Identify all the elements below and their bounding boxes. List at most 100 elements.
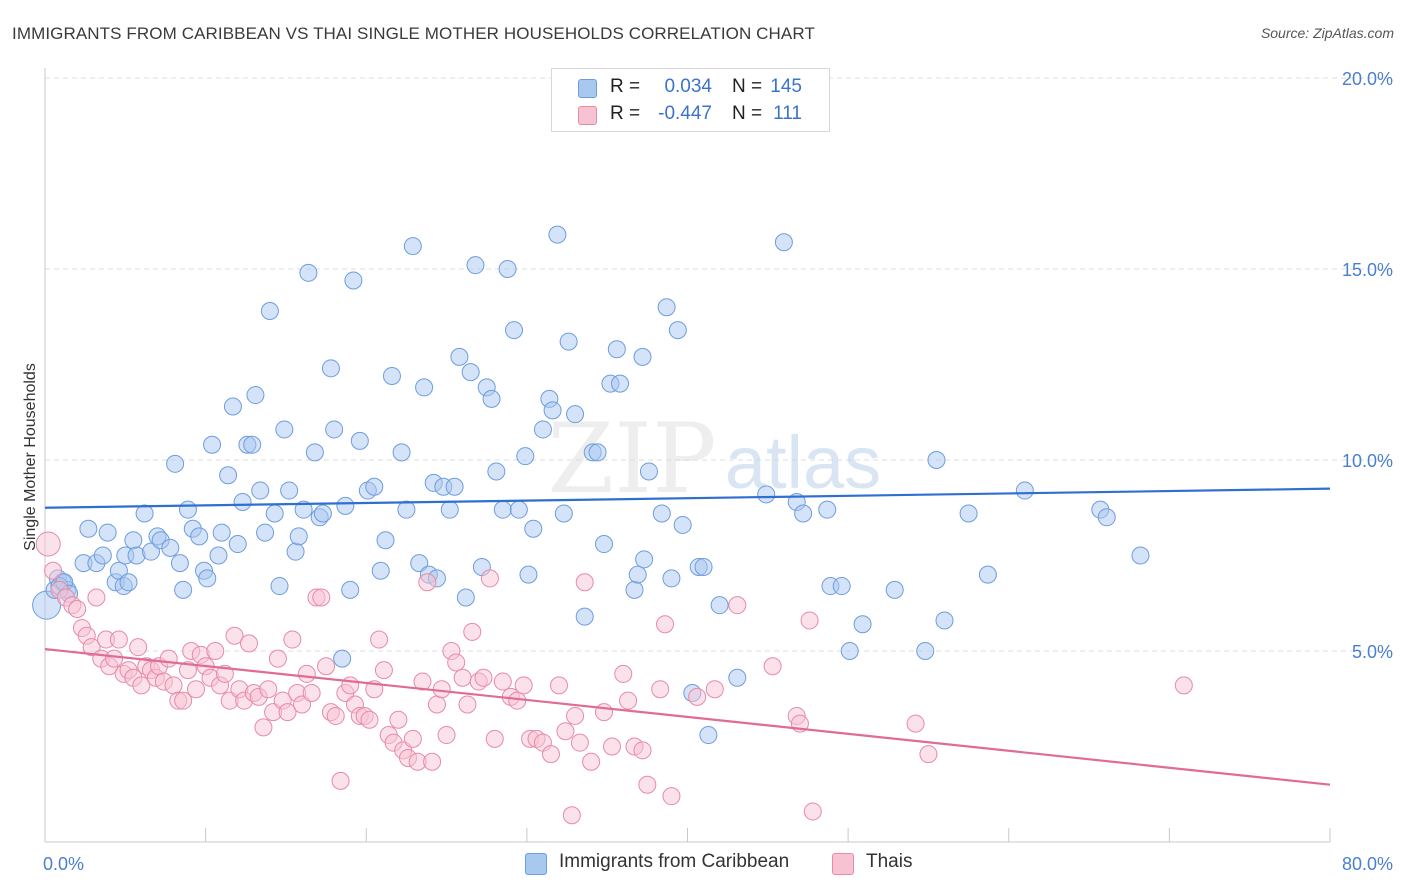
thais-point — [132, 676, 151, 695]
y-tick-label: 15.0% — [1342, 260, 1393, 280]
caribbean-point — [246, 386, 265, 405]
caribbean-point — [403, 237, 422, 256]
thais-point — [268, 649, 287, 668]
caribbean-point — [840, 642, 859, 660]
thais-point — [485, 729, 504, 748]
legend-swatch-thais — [578, 106, 597, 125]
thais-point — [570, 733, 589, 752]
caribbean-point — [607, 340, 626, 359]
caribbean-point — [170, 554, 189, 573]
caribbean-point — [524, 519, 543, 538]
thais-point — [474, 668, 493, 687]
thais-point — [728, 596, 747, 615]
caribbean-point — [594, 535, 613, 554]
thais-point — [423, 752, 442, 771]
caribbean-point — [289, 527, 308, 546]
caribbean-point — [533, 420, 552, 439]
thais-point — [763, 657, 782, 676]
caribbean-point — [265, 504, 284, 523]
caribbean-point — [657, 298, 676, 317]
thais-point — [174, 691, 193, 710]
caribbean-point — [251, 481, 270, 500]
caribbean-point — [885, 580, 904, 599]
caribbean-point — [575, 607, 594, 626]
caribbean-point — [371, 561, 390, 580]
y-tick-label: 10.0% — [1342, 451, 1393, 471]
thais-point — [164, 676, 183, 695]
caribbean-point — [1097, 508, 1116, 527]
thais-point — [283, 630, 302, 649]
thais-point — [705, 680, 724, 699]
thais-point — [556, 722, 575, 741]
thais-point — [1174, 676, 1193, 695]
thais-point — [178, 661, 197, 680]
legend-n-label: N = — [732, 76, 763, 97]
caribbean-point — [243, 435, 262, 454]
caribbean-point — [445, 477, 464, 496]
caribbean-point — [344, 271, 363, 290]
thais-point — [906, 714, 925, 733]
thais-point — [297, 664, 316, 683]
caribbean-point — [978, 565, 997, 584]
caribbean-point — [98, 523, 117, 542]
caribbean-point — [135, 504, 154, 523]
thais-point — [418, 573, 437, 592]
thais-trend-line — [44, 647, 1331, 786]
thais-point — [919, 745, 938, 764]
thais-point — [278, 703, 297, 722]
caribbean-point — [543, 401, 562, 420]
caribbean-point — [487, 462, 506, 481]
caribbean-point — [93, 546, 112, 565]
caribbean-point — [710, 596, 729, 615]
legend-row-caribbean: R = 0.034 N = 145 — [552, 75, 829, 101]
caribbean-point — [209, 546, 228, 565]
caribbean-point — [668, 321, 687, 340]
caribbean-point — [376, 531, 395, 550]
axes — [44, 68, 1331, 843]
thais-point — [159, 649, 178, 668]
thais-point — [331, 771, 350, 790]
thais-point — [326, 706, 345, 725]
thais-point — [550, 676, 568, 695]
caribbean-point — [633, 347, 652, 366]
caribbean-trend-line — [44, 487, 1331, 509]
thais-point — [662, 787, 681, 806]
thais-point — [582, 752, 601, 771]
thais-point — [129, 638, 148, 657]
x-tick-label: 0.0% — [43, 854, 84, 874]
thais-point — [374, 661, 393, 680]
thais-point — [109, 630, 128, 649]
caribbean-point — [233, 493, 252, 512]
thais-point — [254, 718, 273, 737]
legend-swatch-thais — [832, 853, 854, 875]
caribbean-point — [299, 263, 318, 282]
thais-point — [447, 653, 466, 672]
caribbean-point — [935, 611, 954, 630]
caribbean-point — [794, 504, 813, 523]
caribbean-point — [774, 233, 793, 252]
caribbean-point — [161, 538, 180, 557]
caribbean-point — [853, 615, 872, 634]
caribbean-point — [119, 573, 138, 592]
thais-point — [312, 588, 331, 607]
data-points — [32, 225, 1193, 825]
trend-lines — [44, 487, 1331, 786]
caribbean-point — [493, 500, 512, 519]
caribbean-point — [548, 225, 567, 244]
thais-point — [239, 634, 258, 653]
thais-point — [44, 561, 63, 580]
caribbean-point — [611, 374, 630, 393]
caribbean-point — [256, 523, 275, 542]
caribbean-point — [280, 481, 299, 500]
chart-title: IMMIGRANTS FROM CARIBBEAN VS THAI SINGLE… — [12, 24, 815, 43]
caribbean-point — [336, 496, 355, 515]
caribbean-point — [440, 500, 459, 519]
thais-point — [514, 676, 533, 695]
caribbean-point — [916, 642, 935, 660]
caribbean-point — [286, 542, 305, 561]
thais-point — [87, 588, 106, 607]
caribbean-point — [673, 515, 692, 534]
thais-point — [594, 703, 613, 722]
thais-point — [803, 802, 822, 821]
caribbean-point — [728, 668, 747, 687]
